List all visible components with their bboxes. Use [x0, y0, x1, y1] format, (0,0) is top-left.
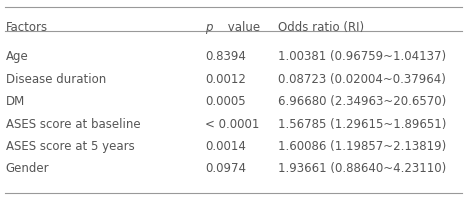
Text: 0.0974: 0.0974 [205, 162, 247, 175]
Text: Factors: Factors [6, 21, 48, 34]
Text: < 0.0001: < 0.0001 [205, 118, 260, 131]
Text: ASES score at 5 years: ASES score at 5 years [6, 140, 134, 153]
Text: Age: Age [6, 50, 28, 64]
Text: Disease duration: Disease duration [6, 73, 106, 86]
Text: DM: DM [6, 95, 25, 108]
Text: 0.08723 (0.02004~0.37964): 0.08723 (0.02004~0.37964) [278, 73, 446, 86]
Text: 0.0014: 0.0014 [205, 140, 247, 153]
Text: value: value [224, 21, 260, 34]
Text: 1.56785 (1.29615~1.89651): 1.56785 (1.29615~1.89651) [278, 118, 446, 131]
Text: p: p [205, 21, 213, 34]
Text: 0.0012: 0.0012 [205, 73, 247, 86]
Text: 1.60086 (1.19857~2.13819): 1.60086 (1.19857~2.13819) [278, 140, 446, 153]
Text: 6.96680 (2.34963~20.6570): 6.96680 (2.34963~20.6570) [278, 95, 446, 108]
Text: Odds ratio (RI): Odds ratio (RI) [278, 21, 364, 34]
Text: 1.93661 (0.88640~4.23110): 1.93661 (0.88640~4.23110) [278, 162, 446, 175]
Text: 0.0005: 0.0005 [205, 95, 246, 108]
Text: 0.8394: 0.8394 [205, 50, 247, 64]
Text: 1.00381 (0.96759~1.04137): 1.00381 (0.96759~1.04137) [278, 50, 446, 64]
Text: Gender: Gender [6, 162, 49, 175]
Text: ASES score at baseline: ASES score at baseline [6, 118, 140, 131]
